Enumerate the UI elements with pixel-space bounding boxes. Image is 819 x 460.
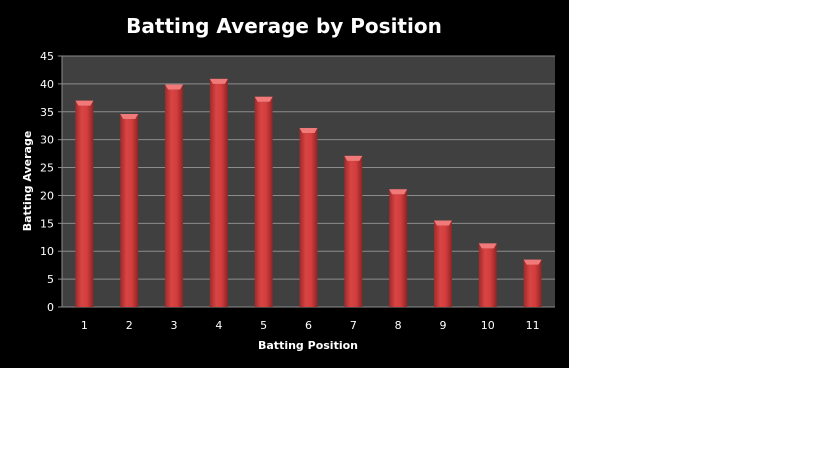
bar-cap [120, 114, 139, 120]
y-axis-label: Batting Average [21, 131, 34, 232]
y-tick-label: 45 [40, 50, 54, 63]
x-tick-label: 7 [350, 319, 357, 332]
y-tick-label: 10 [40, 245, 54, 258]
y-tick-label: 15 [40, 217, 54, 230]
x-tick-label: 2 [126, 319, 133, 332]
x-tick-label: 10 [481, 319, 495, 332]
x-tick-label: 9 [439, 319, 446, 332]
bar-11 [523, 259, 542, 307]
y-tick-label: 5 [47, 273, 54, 286]
bar-6 [299, 127, 318, 307]
x-tick-label: 4 [215, 319, 222, 332]
bar-3 [165, 84, 184, 308]
bar-1 [75, 100, 94, 307]
bar-cap [433, 220, 452, 226]
y-tick-label: 0 [47, 301, 54, 314]
bar-cap [344, 155, 363, 161]
bar-cap [478, 243, 497, 249]
bar-cap [209, 78, 228, 84]
x-tick-label: 11 [526, 319, 540, 332]
bar-9 [433, 220, 452, 307]
x-axis-label: Batting Position [258, 339, 358, 352]
bar-cap [254, 96, 273, 102]
bar-2 [120, 114, 139, 308]
x-tick-label: 8 [395, 319, 402, 332]
x-tick-label: 1 [81, 319, 88, 332]
bar-cap [389, 189, 408, 195]
bar-7 [344, 155, 363, 307]
bar-10 [478, 243, 497, 307]
bar-cap [523, 259, 542, 265]
x-tick-label: 5 [260, 319, 267, 332]
chart-title: Batting Average by Position [126, 14, 442, 38]
x-tick-label: 6 [305, 319, 312, 332]
y-tick-label: 25 [40, 162, 54, 175]
bar-5 [254, 96, 273, 308]
x-tick-label: 3 [171, 319, 178, 332]
y-tick-label: 30 [40, 134, 54, 147]
y-tick-label: 35 [40, 106, 54, 119]
bar-cap [75, 100, 94, 106]
bar-cap [299, 127, 318, 133]
chart: 0 5 10 15 20 25 30 35 40 45 1 2 3 4 5 6 7 8 9 10 11 Batting… [0, 0, 569, 368]
bar-4 [209, 78, 228, 307]
bar-8 [389, 189, 408, 307]
bar-cap [165, 84, 184, 90]
y-tick-label: 40 [40, 78, 54, 91]
y-tick-label: 20 [40, 189, 54, 202]
